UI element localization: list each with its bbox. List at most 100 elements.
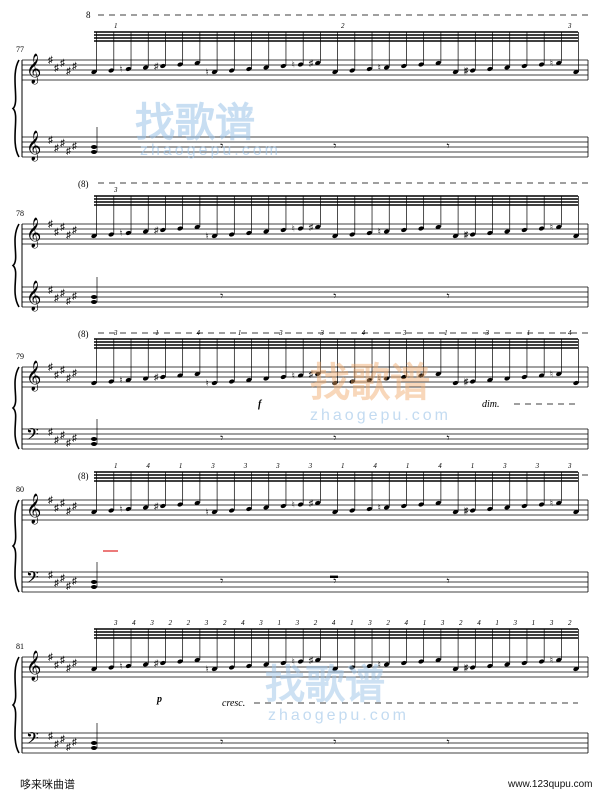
key-sharp: ♯ <box>72 291 77 302</box>
key-sharp: ♯ <box>48 135 53 146</box>
fingering: 3 <box>567 462 572 470</box>
fingering: 1 <box>238 329 242 337</box>
fingering: 2 <box>168 619 172 627</box>
key-sharp: ♯ <box>48 731 53 742</box>
note-head <box>228 232 235 237</box>
note-head <box>246 506 252 512</box>
fingering: 3 <box>319 329 324 337</box>
key-sharp: ♯ <box>48 219 53 230</box>
fingering: 3 <box>484 329 489 337</box>
note-head <box>573 233 579 239</box>
key-sharp: ♯ <box>48 652 53 663</box>
accidental: ♮ <box>550 369 553 379</box>
note-head <box>383 229 390 234</box>
note-head <box>125 66 132 72</box>
accidental: ♮ <box>206 664 209 674</box>
fingering: 3 <box>204 619 209 627</box>
key-sharp: ♯ <box>60 288 65 299</box>
note-head <box>280 503 287 509</box>
key-sharp: ♯ <box>66 663 71 674</box>
note-head <box>246 377 252 383</box>
accidental: ♯ <box>154 658 159 668</box>
accidental: ♮ <box>206 378 209 388</box>
key-sharp: ♯ <box>54 63 59 74</box>
accidental: ♮ <box>119 504 122 514</box>
note-head <box>91 509 97 515</box>
note-head <box>349 665 355 670</box>
note-head <box>366 663 373 669</box>
eighth-rest: 𝄾 <box>447 431 450 445</box>
fingering: 4 <box>373 462 377 470</box>
fingering: 2 <box>459 619 463 627</box>
note-head <box>452 380 459 386</box>
fingering: 3 <box>243 462 248 470</box>
note-head <box>125 377 132 383</box>
note-head <box>366 377 373 383</box>
note-head <box>366 230 373 236</box>
note-head <box>573 509 579 515</box>
bass-clef: 𝄢 <box>26 569 39 591</box>
ottava-bassa-mark: (8) <box>78 471 89 481</box>
note-head <box>521 63 528 69</box>
note-head <box>263 376 269 381</box>
note-head <box>108 508 114 513</box>
eighth-rest: 𝄾 <box>333 735 336 749</box>
fingering: 3 <box>502 462 507 470</box>
key-sharp: ♯ <box>60 138 65 149</box>
key-sharp: ♯ <box>66 373 71 384</box>
note-head <box>194 500 201 506</box>
note-head <box>228 665 235 670</box>
fingering: 3 <box>535 462 540 470</box>
note-head <box>297 373 304 378</box>
note-head <box>383 662 390 667</box>
note-head <box>108 232 114 237</box>
note-head <box>383 376 390 381</box>
fingering: 3 <box>367 619 372 627</box>
note-head <box>297 502 304 507</box>
key-sharp: ♯ <box>48 55 53 66</box>
measure-number: 78 <box>16 209 24 218</box>
note-head <box>297 226 304 231</box>
treble-clef: 𝄞 <box>26 650 41 682</box>
accidental: ♮ <box>119 375 122 385</box>
fingering: 1 <box>155 329 159 337</box>
key-sharp: ♯ <box>54 739 59 750</box>
key-sharp: ♯ <box>60 734 65 745</box>
fingering: 2 <box>314 619 318 627</box>
note-head <box>521 227 528 233</box>
note-head <box>297 659 304 664</box>
accidental: ♮ <box>378 374 381 384</box>
note-head <box>487 66 493 72</box>
note-head <box>315 500 321 506</box>
note-head <box>177 62 183 67</box>
treble-clef: 𝄞 <box>26 360 41 392</box>
note-head <box>469 665 476 670</box>
note-head <box>211 380 218 386</box>
note-head <box>487 377 493 383</box>
note-head <box>521 374 528 380</box>
accidental: ♮ <box>292 657 295 667</box>
key-sharp: ♯ <box>72 61 77 72</box>
dynamic-marking: cresc. <box>222 698 245 709</box>
accidental: ♮ <box>292 371 295 381</box>
measure-number: 81 <box>16 642 24 651</box>
fingering: 4 <box>362 329 366 337</box>
note-head <box>556 371 562 377</box>
note-head <box>452 666 459 672</box>
fingering: 3 <box>113 329 118 337</box>
fingering: 1 <box>471 462 475 470</box>
eighth-rest: 𝄾 <box>447 139 450 153</box>
ottava-bassa-mark: (8) <box>78 329 89 339</box>
note-head <box>573 380 579 386</box>
accidental: ♮ <box>550 498 553 508</box>
note-head <box>538 659 545 664</box>
accidental: ♯ <box>309 369 314 379</box>
note-head <box>469 508 476 513</box>
fingering: 4 <box>197 329 201 337</box>
note-head <box>297 62 304 67</box>
key-sharp: ♯ <box>66 438 71 449</box>
measure-number: 80 <box>16 485 24 494</box>
note-head <box>91 380 97 386</box>
note-head <box>418 226 424 231</box>
